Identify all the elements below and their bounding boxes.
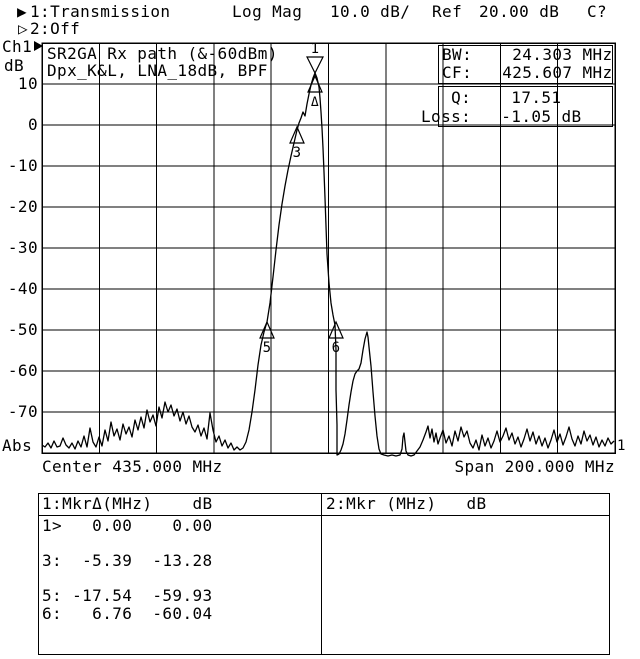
y-tick-label: -30 [7, 238, 38, 257]
marker-label-3: 3 [293, 145, 302, 161]
channel-axis-label: Ch1 [2, 37, 33, 56]
marker-symbol-3[interactable] [289, 125, 305, 144]
cf-readout: CF: 425.607 MHz [442, 63, 613, 82]
format-label: Log Mag [232, 2, 303, 21]
marker-symbol-1[interactable] [306, 56, 324, 75]
marker-table-ch1-rows: 1> 0.00 0.00 3: -5.39 -13.28 5: -17.54 -… [42, 517, 213, 622]
center-frequency-label[interactable]: Center 435.000 MHz [42, 457, 223, 476]
y-tick-label: -40 [7, 279, 38, 298]
marker-row-2 [42, 535, 213, 553]
title-annotation-line2: Dpx_K&L, LNA_18dB, BPF [47, 61, 268, 80]
span-label[interactable]: Span 200.000 MHz [454, 457, 615, 476]
y-tick-label: -20 [7, 197, 38, 216]
graticule-border [41, 42, 616, 454]
y-tick-label: 0 [27, 115, 38, 134]
scale-per-div: 10.0 dB/ [330, 2, 411, 21]
ref-position-arrow-icon [34, 41, 43, 51]
marker-row-3: 3: -5.39 -13.28 [42, 551, 213, 570]
q-loss-readout-box [438, 86, 613, 127]
channel2-inactive-icon: ▷ [18, 19, 29, 38]
ref-label: Ref [432, 2, 463, 21]
cal-status: C? [587, 2, 608, 21]
y-tick-label: -70 [7, 402, 38, 421]
marker-label-6: 6 [332, 340, 341, 356]
marker-row-5: 5: -17.54 -59.93 [42, 586, 213, 605]
title-annotation-line1: SR2GA Rx path (&-60dBm) [47, 44, 278, 63]
channel1-measurement-label[interactable]: 1:Transmission [30, 2, 171, 21]
marker-symbol-5[interactable] [259, 320, 275, 339]
q-readout: Q: 17.51 [421, 88, 562, 107]
marker-table-ch1-header: 1:MkrΔ(MHz) dB [42, 494, 213, 513]
marker-table-divider [321, 493, 322, 655]
y-tick-label: 10 [17, 74, 38, 93]
channel2-measurement-label[interactable]: 2:Off [30, 19, 81, 38]
marker-symbol-Δ[interactable] [307, 74, 323, 93]
marker-table-ch2-header: 2:Mkr (MHz) dB [326, 494, 487, 513]
marker-table-header-separator [38, 515, 610, 516]
axis-mode-label: Abs [2, 436, 33, 455]
ref-value: 20.00 dB [479, 2, 560, 21]
bw-readout: BW: 24.303 MHz [442, 45, 613, 64]
marker-table [38, 493, 610, 655]
marker-label-1: 1 [311, 41, 320, 57]
marker-row-6: 6: 6.76 -60.04 [42, 603, 213, 623]
y-tick-label: -60 [7, 361, 38, 380]
loss-readout: Loss: -1.05 dB [421, 107, 582, 126]
marker-label-5: 5 [263, 340, 272, 356]
bandwidth-readout-box [438, 45, 613, 84]
y-tick-label: -50 [7, 320, 38, 339]
marker-label-Δ: Δ [311, 95, 319, 110]
trace-number-label: 1 [617, 438, 626, 454]
marker-row-1: 1> 0.00 0.00 [42, 516, 213, 535]
marker-row-4 [42, 570, 213, 588]
y-tick-label: -10 [7, 156, 38, 175]
channel1-active-icon: ▶ [17, 2, 28, 21]
marker-symbol-6[interactable] [328, 320, 344, 339]
axis-unit-label: dB [4, 56, 25, 75]
